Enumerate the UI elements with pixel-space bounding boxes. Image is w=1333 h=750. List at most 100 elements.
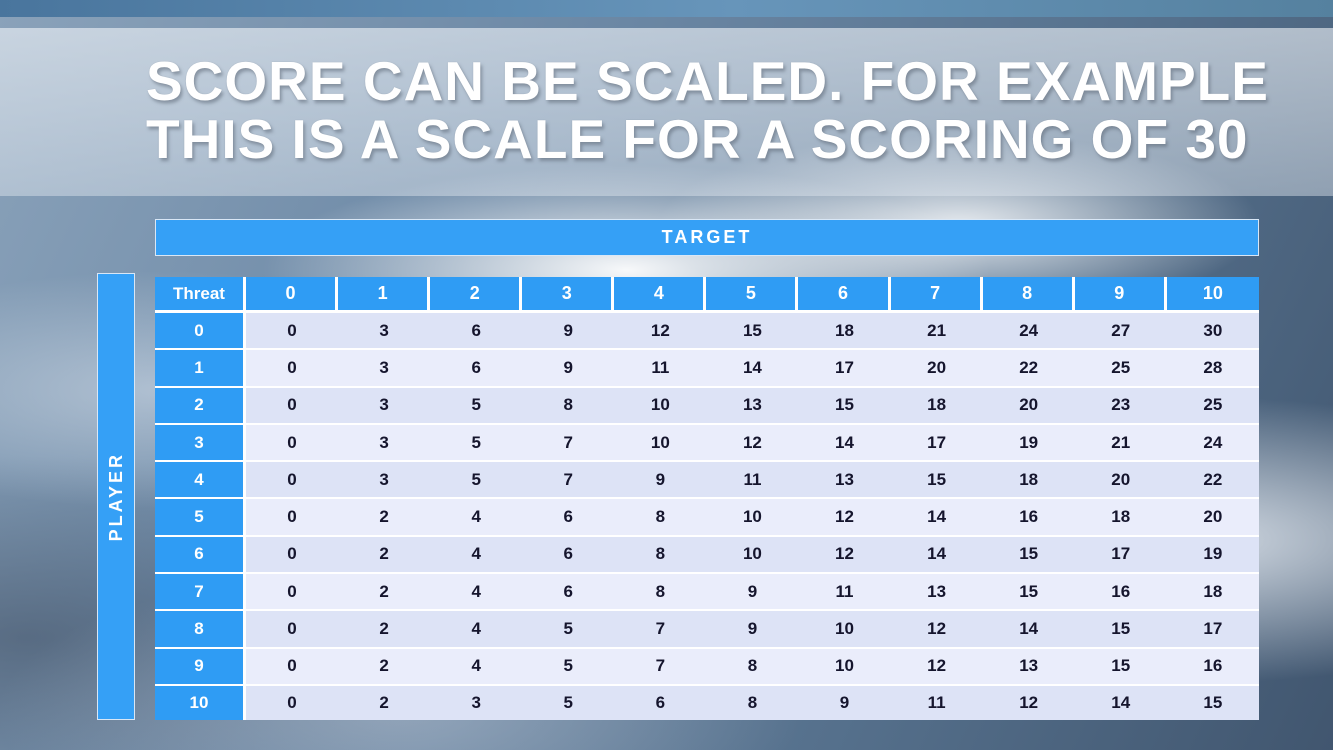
score-cell: 0 [246, 536, 339, 575]
score-cell: 13 [706, 387, 799, 425]
column-header: 1 [338, 277, 431, 313]
score-cell: 0 [246, 424, 339, 463]
score-cell: 0 [246, 387, 339, 425]
score-cell: 2 [338, 611, 431, 649]
score-cell: 0 [246, 499, 339, 537]
score-cell: 0 [246, 611, 339, 649]
table-row: 5 0 2 4 6 8 10 12 14 16 18 20 [155, 499, 1259, 537]
score-cell: 14 [1074, 685, 1167, 720]
score-cell: 17 [890, 424, 983, 463]
score-cell: 11 [706, 462, 799, 500]
score-cell: 12 [890, 648, 983, 686]
table-row: 9 0 2 4 5 7 8 10 12 13 15 16 [155, 648, 1259, 686]
title-line-1: SCORE CAN BE SCALED. FOR EXAMPLE [146, 50, 1269, 112]
score-cell: 12 [706, 424, 799, 463]
column-header: 9 [1074, 277, 1167, 313]
score-cell: 18 [982, 462, 1075, 500]
column-header: 2 [430, 277, 523, 313]
score-cell: 6 [430, 350, 523, 388]
score-cell: 11 [890, 685, 983, 720]
score-cell: 15 [1166, 685, 1259, 720]
score-cell: 7 [614, 611, 707, 649]
score-cell: 17 [1074, 536, 1167, 575]
table-row: 8 0 2 4 5 7 9 10 12 14 15 17 [155, 611, 1259, 649]
score-cell: 22 [1166, 462, 1259, 500]
score-cell: 0 [246, 685, 339, 720]
score-cell: 8 [706, 685, 799, 720]
score-cell: 15 [1074, 648, 1167, 686]
score-cell: 28 [1166, 350, 1259, 388]
score-cell: 18 [1074, 499, 1167, 537]
score-cell: 21 [890, 313, 983, 351]
score-cell: 9 [522, 350, 615, 388]
score-cell: 10 [798, 648, 891, 686]
score-cell: 30 [1166, 313, 1259, 351]
score-cell: 20 [1074, 462, 1167, 500]
score-cell: 2 [338, 574, 431, 612]
score-cell: 12 [798, 536, 891, 575]
score-cell: 9 [522, 313, 615, 351]
score-cell: 10 [614, 387, 707, 425]
score-cell: 14 [982, 611, 1075, 649]
score-cell: 8 [614, 499, 707, 537]
score-cell: 5 [522, 611, 615, 649]
top-strip [0, 0, 1333, 17]
score-cell: 4 [430, 536, 523, 575]
title-banner: SCORE CAN BE SCALED. FOR EXAMPLE THIS IS… [0, 28, 1333, 196]
table-row: 7 0 2 4 6 8 9 11 13 15 16 18 [155, 574, 1259, 612]
score-cell: 15 [1074, 611, 1167, 649]
score-cell: 19 [982, 424, 1075, 463]
score-table: Threat 0 1 2 3 4 5 6 7 8 9 10 0 0 3 6 9 12 15 18 21 24 27 30 1 0… [155, 277, 1259, 720]
score-cell: 0 [246, 574, 339, 612]
score-cell: 12 [614, 313, 707, 351]
row-header: 2 [155, 387, 246, 425]
score-cell: 13 [982, 648, 1075, 686]
score-cell: 16 [1166, 648, 1259, 686]
score-cell: 2 [338, 536, 431, 575]
score-cell: 15 [706, 313, 799, 351]
score-cell: 5 [430, 462, 523, 500]
score-cell: 6 [430, 313, 523, 351]
row-header: 1 [155, 350, 246, 388]
score-cell: 9 [706, 611, 799, 649]
score-cell: 6 [522, 536, 615, 575]
column-header: 0 [246, 277, 339, 313]
score-table-body: 0 0 3 6 9 12 15 18 21 24 27 30 1 0 3 6 9 11 14 17 20 22 25 28 2 0… [155, 313, 1259, 720]
column-header: 3 [522, 277, 615, 313]
score-cell: 5 [522, 685, 615, 720]
row-header: 5 [155, 499, 246, 537]
score-cell: 10 [798, 611, 891, 649]
score-cell: 7 [614, 648, 707, 686]
score-cell: 14 [890, 536, 983, 575]
score-cell: 0 [246, 350, 339, 388]
table-row: 1 0 3 6 9 11 14 17 20 22 25 28 [155, 350, 1259, 388]
row-header: 0 [155, 313, 246, 351]
score-cell: 27 [1074, 313, 1167, 351]
score-cell: 17 [1166, 611, 1259, 649]
column-header: 7 [890, 277, 983, 313]
score-cell: 14 [798, 424, 891, 463]
score-cell: 2 [338, 499, 431, 537]
score-cell: 4 [430, 574, 523, 612]
score-cell: 10 [614, 424, 707, 463]
column-header: 4 [614, 277, 707, 313]
score-cell: 3 [338, 350, 431, 388]
score-cell: 7 [522, 424, 615, 463]
score-cell: 6 [522, 499, 615, 537]
column-header: 8 [982, 277, 1075, 313]
score-cell: 9 [798, 685, 891, 720]
score-cell: 25 [1074, 350, 1167, 388]
score-cell: 18 [890, 387, 983, 425]
score-cell: 3 [338, 462, 431, 500]
score-cell: 3 [338, 313, 431, 351]
page-title: SCORE CAN BE SCALED. FOR EXAMPLE THIS IS… [146, 52, 1269, 169]
score-cell: 16 [982, 499, 1075, 537]
score-cell: 0 [246, 648, 339, 686]
player-axis-label: PLAYER [105, 451, 126, 542]
score-cell: 6 [614, 685, 707, 720]
score-cell: 4 [430, 499, 523, 537]
row-header: 10 [155, 685, 246, 720]
score-cell: 12 [890, 611, 983, 649]
score-cell: 12 [982, 685, 1075, 720]
score-cell: 2 [338, 685, 431, 720]
